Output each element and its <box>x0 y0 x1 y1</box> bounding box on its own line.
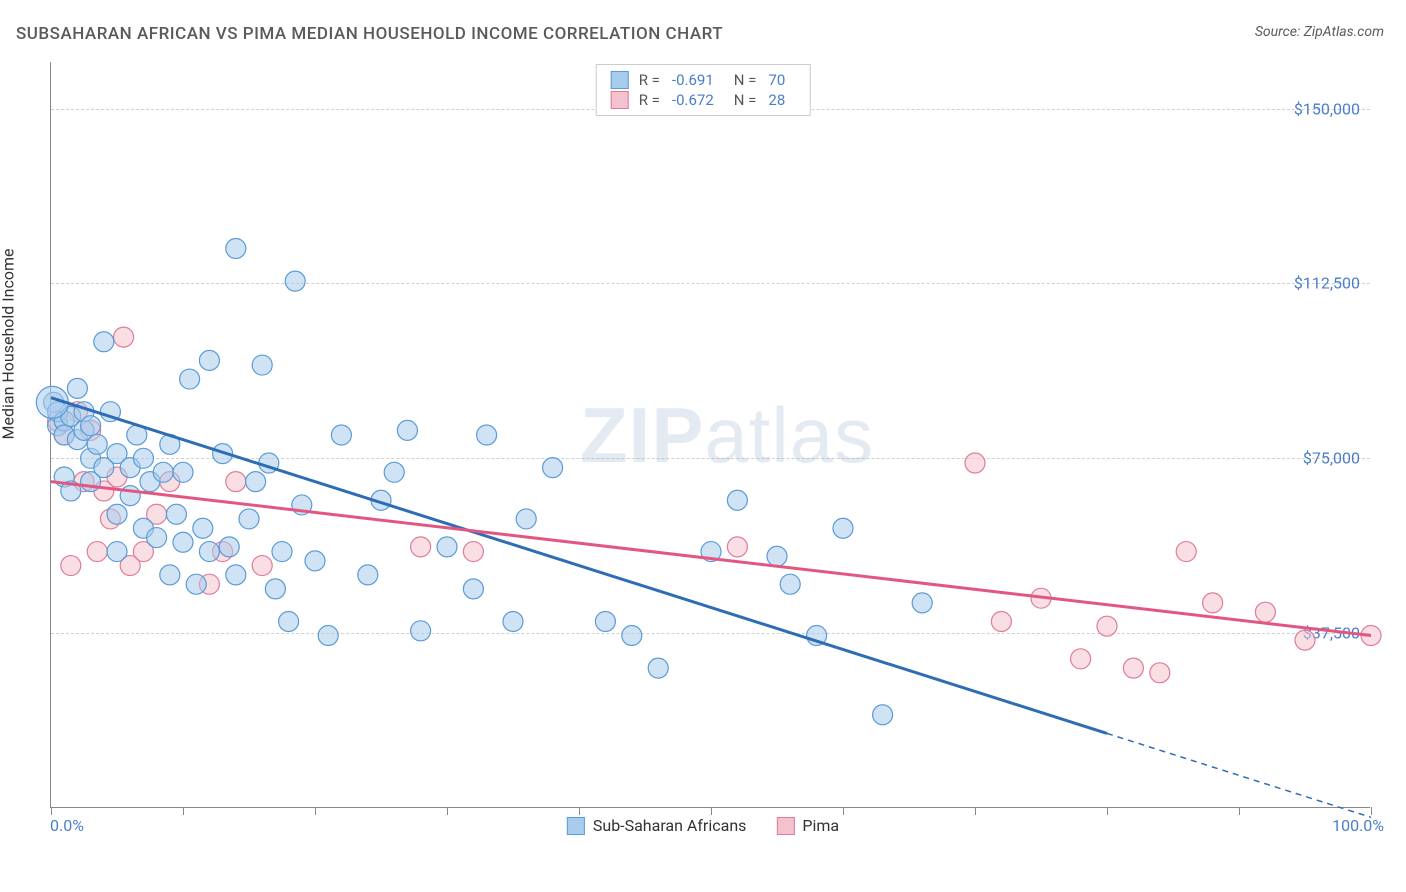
x-axis-max-label: 100.0% <box>1332 816 1384 835</box>
legend-item-series2: Pima <box>776 816 839 835</box>
legend-label-series1: Sub-Saharan Africans <box>593 816 747 835</box>
bottom-legend: Sub-Saharan Africans Pima <box>567 816 839 835</box>
scatter-plot-svg <box>51 62 1370 807</box>
legend-stats-row-2: R = -0.672 N = 28 <box>611 90 796 110</box>
source-credit: Source: ZipAtlas.com <box>1255 24 1384 40</box>
series2-swatch <box>611 91 629 109</box>
y-axis-label: Median Household Income <box>0 249 18 440</box>
series1-swatch-bottom <box>567 817 585 835</box>
x-axis-min-label: 0.0% <box>50 816 84 835</box>
legend-item-series1: Sub-Saharan Africans <box>567 816 747 835</box>
series1-swatch <box>611 71 629 89</box>
legend-stats-row-1: R = -0.691 N = 70 <box>611 70 796 90</box>
chart-title: SUBSAHARAN AFRICAN VS PIMA MEDIAN HOUSEH… <box>16 24 723 44</box>
legend-stats-box: R = -0.691 N = 70 R = -0.672 N = 28 <box>596 64 811 116</box>
plot-area: $37,500$75,000$112,500$150,000 <box>50 62 1370 808</box>
series2-swatch-bottom <box>776 817 794 835</box>
legend-label-series2: Pima <box>802 816 839 835</box>
